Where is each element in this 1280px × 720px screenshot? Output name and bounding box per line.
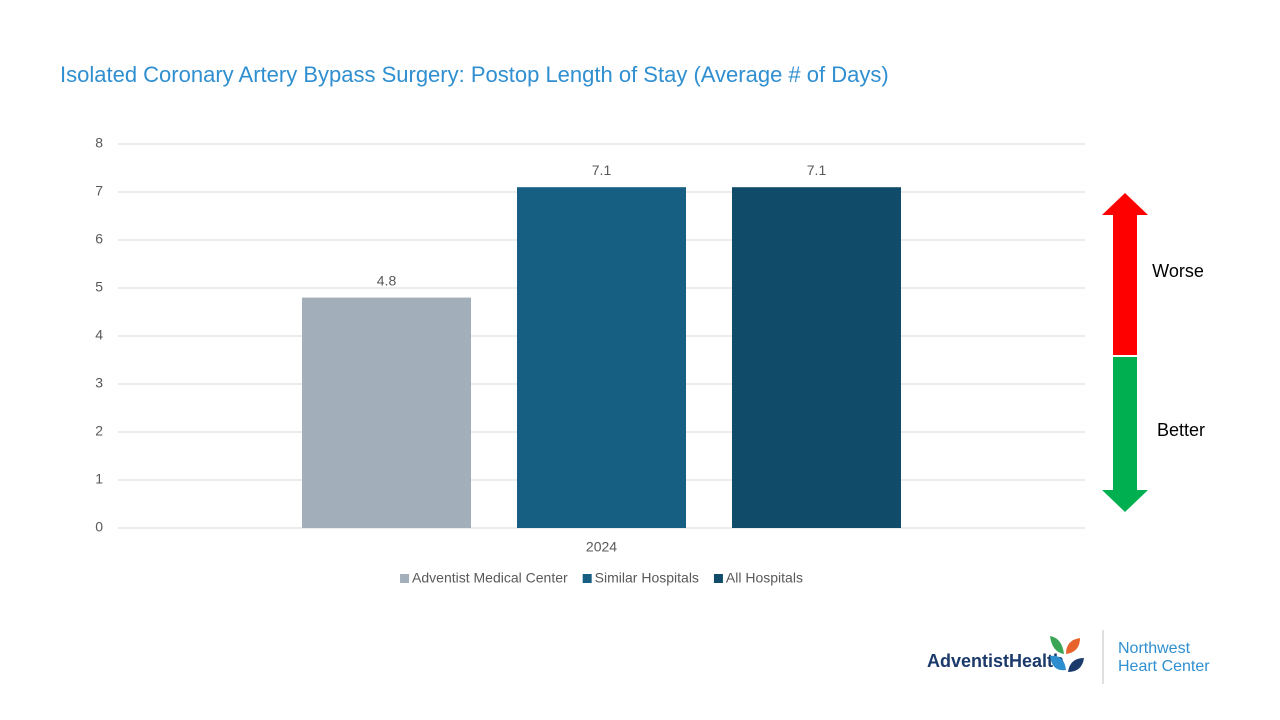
bar	[517, 187, 686, 528]
better-arrow	[1102, 357, 1148, 512]
y-tick-label: 5	[95, 279, 103, 295]
y-tick-label: 1	[95, 471, 103, 487]
legend-label: All Hospitals	[726, 570, 803, 586]
y-tick-label: 2	[95, 423, 103, 439]
logo-icon	[1050, 636, 1084, 672]
y-tick-label: 3	[95, 375, 103, 391]
plot: 0 1 2 3 4 5 6 7 8 4.8 7.1 7.1 2024 Adventist Medical …	[95, 135, 1085, 586]
y-tick-label: 6	[95, 231, 103, 247]
logo-unit: Heart Center	[1118, 658, 1210, 675]
logo-brand: AdventistHealth	[927, 651, 1064, 671]
y-tick-label: 7	[95, 183, 103, 199]
data-label: 7.1	[807, 162, 827, 178]
y-tick-label: 8	[95, 135, 103, 151]
annotation: Worse	[1152, 261, 1204, 281]
annotation: Better	[1157, 420, 1205, 440]
legend-swatch	[400, 574, 410, 583]
y-tick-label: 4	[95, 327, 103, 343]
data-label: 4.8	[377, 272, 397, 288]
data-label: 7.1	[592, 162, 612, 178]
logo-unit: Northwest	[1118, 640, 1191, 657]
legend-label: Similar Hospitals	[595, 570, 699, 586]
worse-arrow	[1102, 193, 1148, 355]
legend-swatch	[713, 574, 723, 583]
legend: Adventist Medical Center Similar Hospital…	[400, 570, 803, 586]
legend-label: Adventist Medical Center	[412, 570, 568, 586]
legend-swatch	[582, 574, 592, 583]
bar	[302, 297, 471, 528]
bar	[732, 187, 901, 528]
x-tick-label: 2024	[586, 539, 617, 555]
chart-title: Isolated Coronary Artery Bypass Surgery:…	[60, 62, 889, 87]
y-tick-label: 0	[95, 519, 103, 535]
